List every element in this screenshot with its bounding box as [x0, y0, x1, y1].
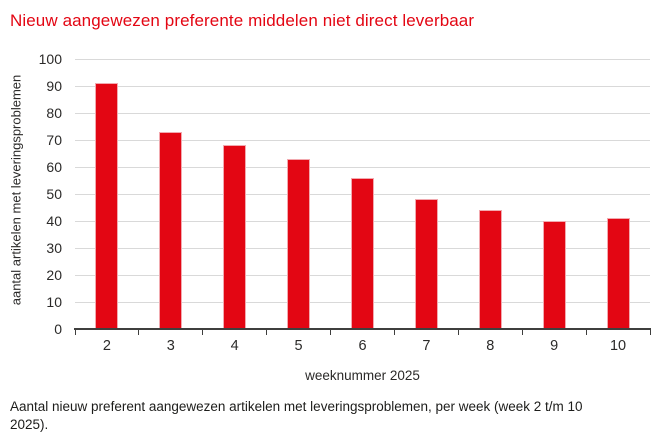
bar-week-10	[606, 218, 630, 329]
bar-week-3	[159, 132, 183, 329]
caption: Aantal nieuw preferent aangewezen artike…	[10, 399, 583, 433]
chart-title: Nieuw aangewezen preferente middelen nie…	[10, 11, 475, 30]
bar-week-8	[478, 210, 502, 329]
gridline	[75, 112, 650, 114]
y-tick-label: 0	[54, 321, 62, 337]
x-axis-tick	[202, 330, 204, 335]
x-axis-tick	[457, 330, 459, 335]
x-axis-tick	[393, 330, 395, 335]
x-tick-label: 10	[609, 338, 627, 354]
x-axis-tick	[138, 330, 140, 335]
y-tick-label: 10	[46, 294, 62, 310]
x-tick-label: 6	[358, 338, 367, 354]
x-tick-label: 9	[550, 338, 559, 354]
gridline	[75, 139, 650, 141]
y-tick-label: 60	[46, 159, 62, 175]
gridline	[75, 58, 650, 60]
bar-week-5	[287, 159, 311, 329]
x-tick-label: 7	[422, 338, 431, 354]
x-tick-label: 5	[294, 338, 303, 354]
x-tick-label: 4	[230, 338, 239, 354]
y-tick-label: 70	[46, 132, 62, 148]
x-axis-tick	[585, 330, 587, 335]
x-axis-tick	[649, 330, 651, 335]
x-tick-label: 8	[486, 338, 495, 354]
x-tick-label: 3	[166, 338, 175, 354]
x-tick-label: 2	[102, 338, 111, 354]
gridline	[75, 85, 650, 87]
y-tick-label: 80	[46, 105, 62, 121]
x-axis-line	[74, 328, 651, 330]
y-tick-label: 100	[38, 51, 62, 67]
y-axis-title: aantal artikelen met leveringsproblemen	[8, 74, 24, 306]
x-axis-tick	[266, 330, 268, 335]
y-tick-label: 50	[46, 186, 62, 202]
y-tick-label: 90	[46, 78, 62, 94]
bar-week-7	[414, 199, 438, 329]
gridline	[75, 166, 650, 168]
y-tick-label: 40	[46, 213, 62, 229]
x-axis-tick	[330, 330, 332, 335]
y-tick-label: 20	[46, 267, 62, 283]
y-tick-label: 30	[46, 240, 62, 256]
x-axis-tick	[521, 330, 523, 335]
plot-area	[75, 58, 650, 329]
bar-week-4	[223, 145, 247, 329]
x-axis-title: weeknummer 2025	[305, 368, 420, 383]
bar-week-9	[542, 221, 566, 329]
bar-week-6	[351, 178, 374, 329]
x-axis-tick	[74, 330, 76, 335]
bar-week-2	[95, 83, 119, 329]
